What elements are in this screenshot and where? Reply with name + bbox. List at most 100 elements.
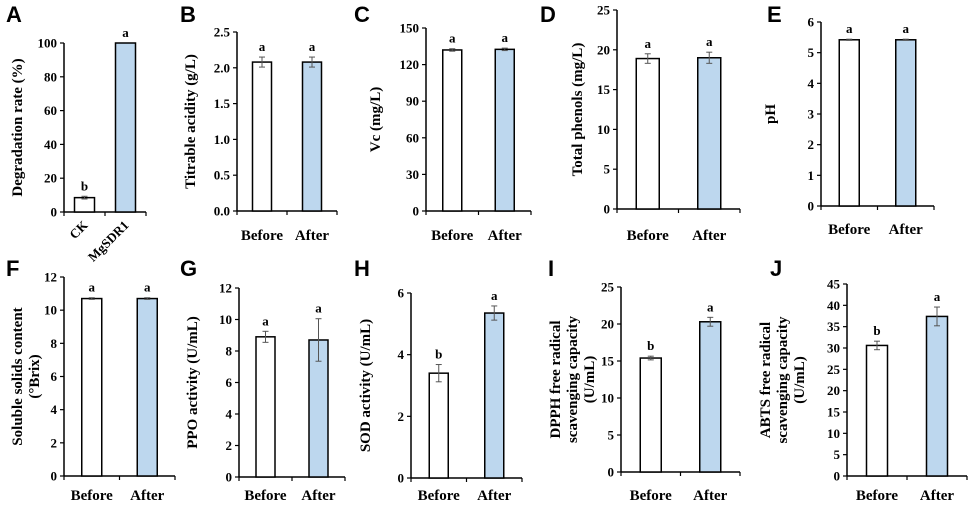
- y-tick-label: 4: [808, 76, 815, 91]
- x-tick-label: Before: [71, 488, 114, 504]
- x-tick-label: Before: [244, 488, 287, 504]
- error-bar: [644, 53, 651, 64]
- bar-before: [428, 372, 449, 479]
- bar-before: [865, 344, 889, 477]
- y-tick-label: 20: [44, 171, 57, 186]
- error-bar: [309, 56, 315, 68]
- panel-letter: D: [540, 2, 556, 27]
- bar-mgsdr1: [114, 42, 137, 213]
- y-tick-label: 2: [226, 438, 233, 453]
- panel-d: D 0 5 10 15 20 25 a a Before After Total phenols (m…: [540, 2, 741, 244]
- panel-letter: H: [354, 256, 370, 281]
- panel-b: B 0.0 0.5 1.0 1.5 2.0 2.5 a a Before After Titrable…: [180, 2, 338, 244]
- error-bar: [934, 306, 940, 327]
- y-tick-label: 150: [400, 21, 420, 36]
- y-tick-label: 5: [608, 428, 615, 443]
- x-tick-label: CK: [66, 217, 91, 242]
- significance-label: a: [645, 36, 652, 51]
- bar-before: [639, 357, 662, 473]
- y-tick-label: 100: [38, 36, 58, 51]
- y-tick-label: 15: [827, 405, 841, 420]
- y-tick-label: 6: [398, 286, 405, 301]
- error-bar: [259, 56, 265, 68]
- y-axis-label: Vc (mg/L): [368, 87, 384, 152]
- significance-label: a: [502, 30, 509, 45]
- y-tick-label: 25: [601, 280, 615, 295]
- panel-c: C 0 30 60 90 120 150 a a Before After Vc (mg/L): [354, 2, 532, 244]
- y-tick-label: 0: [413, 204, 420, 219]
- panel-h: H 0 2 4 6 b a Before After SOD activity (U/mL): [354, 256, 523, 504]
- error-bar: [88, 297, 95, 300]
- bar-after: [484, 312, 505, 479]
- bar-before: [255, 336, 276, 478]
- bar-after: [925, 315, 949, 477]
- y-axis-label: PPO activity (U/mL): [185, 316, 201, 448]
- significance-label: a: [934, 289, 941, 304]
- error-bar: [501, 47, 508, 52]
- y-tick-label: 40: [827, 298, 840, 313]
- y-tick-label: 0: [51, 205, 58, 220]
- significance-label: a: [144, 280, 151, 295]
- bar-after: [895, 39, 917, 207]
- bar-after: [697, 57, 722, 210]
- y-tick-label: 1.5: [214, 96, 231, 111]
- x-tick-label: After: [693, 488, 727, 504]
- y-tick-label: 40: [44, 137, 57, 152]
- bar-before: [251, 61, 273, 212]
- y-tick-label: 60: [44, 103, 57, 118]
- panel-letter: E: [767, 2, 782, 27]
- error-bar: [449, 48, 456, 52]
- error-bar: [144, 297, 151, 300]
- panel-f: F 0 2 4 6 8 10 12 a a Before After Soluble solids co…: [6, 256, 176, 504]
- y-tick-label: 1.0: [214, 132, 230, 147]
- y-tick-label: 0: [51, 469, 58, 484]
- y-tick-label: 4: [226, 407, 233, 422]
- y-tick-label: 2.5: [214, 25, 231, 40]
- panel-letter: J: [770, 256, 782, 281]
- error-bar: [874, 340, 880, 351]
- y-tick-label: 6: [51, 369, 58, 384]
- y-tick-label: 10: [219, 312, 232, 327]
- y-tick-label: 2: [808, 137, 815, 152]
- y-tick-label: 5: [808, 45, 815, 60]
- y-tick-label: 6: [226, 375, 233, 390]
- panel-letter: A: [6, 2, 22, 27]
- y-tick-label: 3: [808, 107, 815, 122]
- bar-after: [136, 297, 158, 477]
- significance-label: a: [315, 301, 322, 316]
- y-tick-label: 0: [398, 471, 405, 486]
- y-tick-label: 0.0: [214, 204, 230, 219]
- panel-i: I 0 5 10 15 20 25 b a Before After DPPH free radica…: [548, 256, 741, 504]
- error-bar: [846, 38, 853, 41]
- significance-label: a: [89, 280, 96, 295]
- y-tick-label: 8: [226, 344, 233, 359]
- significance-label: a: [903, 21, 910, 36]
- y-tick-label: 10: [601, 391, 614, 406]
- x-tick-label: Before: [418, 488, 461, 504]
- y-tick-label: 0.5: [214, 168, 231, 183]
- panel-letter: B: [180, 2, 196, 27]
- x-tick-label: MgSDR1: [85, 218, 132, 265]
- y-axis-label: Total phenols (mg/L): [570, 43, 586, 177]
- y-axis-label: Degradation rate (%): [10, 58, 26, 196]
- y-tick-label: 4: [398, 347, 405, 362]
- panel-g: G 0 2 4 6 8 10 12 a a Before After PPO activity (U/m…: [180, 256, 346, 504]
- y-axis-label: (°Brix): [27, 354, 43, 398]
- y-tick-label: 12: [44, 270, 57, 285]
- x-tick-label: After: [488, 228, 522, 244]
- y-axis-label: (U/mL): [582, 356, 598, 404]
- y-axis-label: Titrable acidity (g/L): [183, 54, 199, 189]
- y-axis-label: ABTS free radical: [758, 322, 774, 438]
- x-tick-label: Before: [627, 228, 670, 244]
- bar-after: [301, 61, 323, 212]
- x-tick-label: After: [301, 488, 335, 504]
- bar-after: [699, 321, 722, 473]
- x-tick-label: After: [130, 488, 164, 504]
- panel-letter: F: [6, 256, 19, 281]
- y-tick-label: 45: [827, 277, 841, 292]
- bar-before: [838, 39, 860, 207]
- y-tick-label: 20: [601, 317, 614, 332]
- error-bar: [435, 364, 442, 383]
- y-tick-label: 8: [51, 336, 58, 351]
